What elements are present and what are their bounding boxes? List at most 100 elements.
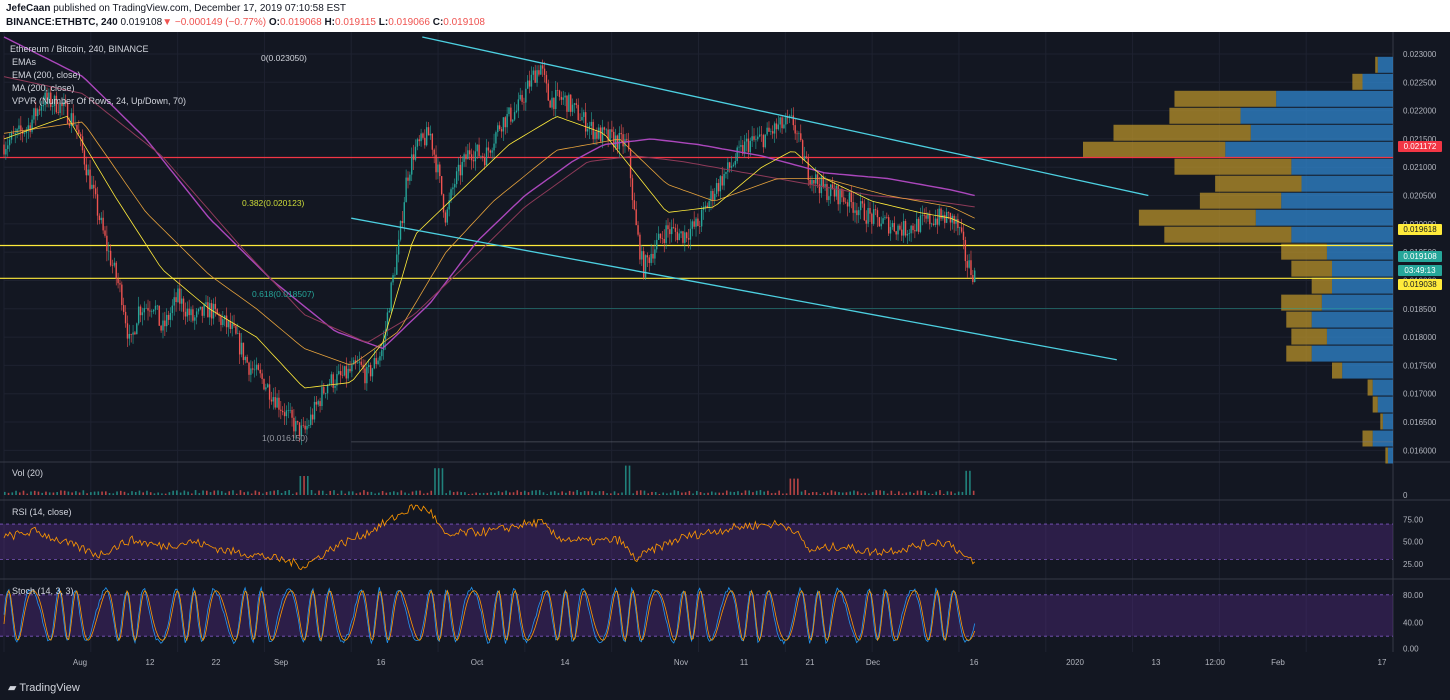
volume-bar bbox=[404, 492, 406, 495]
candle-body bbox=[712, 191, 714, 201]
candle-body bbox=[137, 306, 140, 324]
legend-emas[interactable]: EMAs bbox=[12, 57, 37, 67]
time-axis[interactable]: Aug 12 22 Sep 16 Oct 14 Nov 11 21 Dec 16 2020 13 12:00… bbox=[73, 658, 1387, 667]
candle-body bbox=[856, 210, 858, 216]
candle-body bbox=[169, 312, 172, 320]
candle-body bbox=[493, 143, 495, 151]
chart-texts: 0(0.023050) 0.382(0.020123) 0.618(0.0185… bbox=[242, 53, 315, 443]
volume-bar bbox=[602, 491, 605, 495]
candle-body bbox=[199, 306, 202, 309]
candle-body bbox=[40, 106, 43, 111]
vpvr-down-bar bbox=[1352, 73, 1363, 90]
candle-body bbox=[925, 215, 927, 219]
candle-body bbox=[768, 127, 770, 132]
candle-body bbox=[917, 218, 920, 232]
volume-bar bbox=[471, 493, 474, 495]
volume-bar bbox=[927, 493, 930, 495]
candle-body bbox=[296, 421, 299, 423]
vpvr-down-bar bbox=[1375, 56, 1378, 73]
volume-bar bbox=[265, 491, 268, 495]
price-chart[interactable]: 0.023000 0.022500 0.022000 0.021500 0.021000… bbox=[0, 32, 1450, 676]
candle-body bbox=[624, 139, 626, 147]
candle-body bbox=[177, 288, 179, 303]
candle-body bbox=[770, 131, 772, 132]
candle-body bbox=[33, 108, 35, 120]
volume-bar bbox=[512, 492, 515, 495]
rsi-pane-label[interactable]: RSI (14, close) bbox=[12, 507, 72, 517]
candle-body bbox=[70, 113, 73, 126]
volume-bar bbox=[48, 492, 51, 495]
volume-bar bbox=[497, 491, 500, 495]
vpvr-up-bar bbox=[1362, 73, 1393, 90]
candle-body bbox=[570, 94, 572, 112]
stoch-pane-label[interactable]: Stoch (14, 3, 3) bbox=[12, 586, 74, 596]
volume-bar bbox=[419, 490, 421, 495]
volume-bar bbox=[164, 493, 167, 495]
candle-body bbox=[53, 95, 56, 106]
candle-body bbox=[927, 213, 929, 219]
vpvr-up-bar bbox=[1377, 56, 1393, 73]
volume-bar bbox=[97, 491, 100, 495]
candle-body bbox=[426, 127, 428, 146]
vpvr-up-bar bbox=[1291, 158, 1393, 175]
author-name[interactable]: JefeCaan bbox=[6, 3, 51, 14]
volume-bar bbox=[295, 492, 298, 495]
volume-bar bbox=[565, 492, 567, 495]
candle-body bbox=[321, 387, 323, 407]
lower-trendline[interactable] bbox=[351, 217, 1117, 361]
candle-body bbox=[403, 202, 405, 224]
candle-body bbox=[659, 233, 662, 239]
candle-body bbox=[545, 74, 548, 84]
volume-bar bbox=[834, 491, 837, 495]
candle-body bbox=[573, 103, 576, 105]
volume-bar bbox=[508, 492, 511, 495]
candle-body bbox=[136, 323, 138, 335]
volume-bar bbox=[494, 492, 496, 495]
legend-vpvr[interactable]: VPVR (Number Of Rows, 24, Up/Down, 70) bbox=[12, 96, 187, 106]
legend-ma200[interactable]: MA (200, close) bbox=[12, 83, 75, 93]
candle-body bbox=[229, 321, 232, 329]
volume-bar bbox=[172, 490, 174, 495]
candle-body bbox=[562, 97, 564, 100]
legend-ema200[interactable]: EMA (200, close) bbox=[12, 70, 81, 80]
candle-body bbox=[818, 184, 821, 194]
candle-body bbox=[483, 157, 486, 166]
candle-body bbox=[218, 314, 220, 317]
candle-body bbox=[96, 194, 99, 216]
volume-bar bbox=[52, 492, 55, 495]
volume-bar bbox=[228, 491, 231, 495]
volume-bar bbox=[815, 492, 818, 495]
candle-body bbox=[197, 308, 200, 312]
candle-body bbox=[970, 260, 972, 276]
candle-body bbox=[704, 205, 707, 208]
candle-body bbox=[607, 129, 609, 141]
candle-body bbox=[390, 282, 392, 311]
vol-pane-label[interactable]: Vol (20) bbox=[12, 468, 44, 478]
candle-body bbox=[184, 311, 187, 317]
volume-bar bbox=[785, 493, 788, 495]
tradingview-logo[interactable]: ▰ TradingView bbox=[8, 681, 80, 694]
vpvr-up-bar bbox=[1255, 209, 1393, 226]
candle-body bbox=[463, 154, 465, 162]
candle-body bbox=[850, 192, 852, 203]
vpvr-up-bar bbox=[1240, 107, 1393, 124]
candle-body bbox=[839, 189, 841, 205]
trendlines[interactable] bbox=[351, 36, 1149, 361]
candle-body bbox=[356, 362, 359, 364]
upper-trendline[interactable] bbox=[422, 36, 1149, 197]
candle-body bbox=[796, 133, 798, 135]
vpvr-down-bar bbox=[1164, 226, 1292, 243]
candle-body bbox=[272, 397, 275, 402]
candle-body bbox=[25, 129, 28, 134]
volume-bar bbox=[669, 492, 672, 495]
volume-bar bbox=[254, 490, 257, 495]
yellow-bottom-tag: 0.019038 bbox=[1398, 279, 1442, 290]
candle-body bbox=[568, 94, 570, 112]
candle-body bbox=[98, 215, 101, 221]
volume-bar bbox=[797, 478, 799, 495]
volume-bar bbox=[845, 492, 848, 495]
candle-body bbox=[270, 399, 273, 402]
volume-bar bbox=[595, 492, 597, 495]
candle-body bbox=[392, 275, 394, 283]
stoch-d-line bbox=[3, 589, 976, 642]
